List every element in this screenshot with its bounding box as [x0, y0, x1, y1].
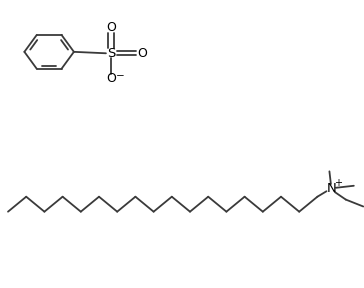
Text: O: O — [106, 21, 116, 35]
Text: −: − — [115, 71, 124, 81]
Text: O: O — [137, 47, 147, 60]
Text: +: + — [335, 178, 343, 188]
Text: O: O — [106, 72, 116, 85]
Text: N: N — [327, 182, 336, 195]
Text: S: S — [107, 47, 115, 60]
